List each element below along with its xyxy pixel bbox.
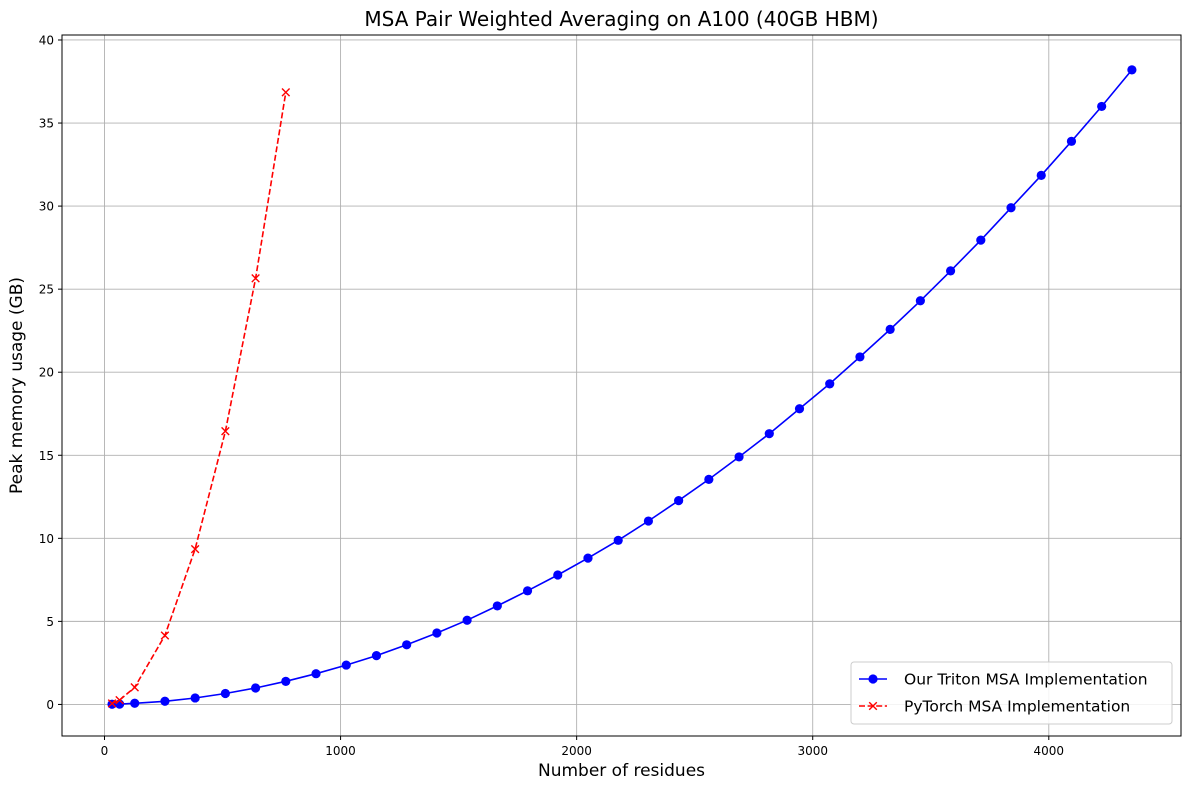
data-point-triton — [1127, 65, 1137, 75]
y-tick-label: 0 — [46, 698, 54, 712]
x-tick-label: 2000 — [561, 744, 592, 758]
data-point-triton — [402, 640, 412, 650]
series-layer — [107, 65, 1137, 709]
data-point-triton — [976, 235, 986, 245]
data-point-pytorch — [221, 426, 230, 436]
axis-ticks: 0 1000 2000 3000 4000 0 5 10 15 20 25 30 35 40 — [39, 33, 1064, 758]
data-point-triton — [130, 698, 140, 708]
chart-title: MSA Pair Weighted Averaging on A100 (40G… — [364, 7, 878, 31]
legend: Our Triton MSA Implementation PyTorch MS… — [850, 661, 1173, 725]
grid — [62, 35, 1181, 736]
data-point-pytorch — [130, 683, 140, 692]
data-point-triton — [643, 516, 654, 526]
data-point-triton — [281, 676, 291, 686]
data-point-pytorch — [107, 699, 117, 708]
x-tick-label: 3000 — [797, 744, 828, 758]
data-point-triton — [583, 553, 593, 563]
y-tick-label: 30 — [39, 200, 54, 214]
data-point-triton — [855, 352, 865, 362]
data-point-pytorch — [160, 631, 170, 640]
data-point-triton — [462, 615, 472, 625]
legend-marker-pytorch — [868, 701, 878, 711]
data-point-triton — [1097, 101, 1107, 112]
y-tick-label: 10 — [39, 532, 54, 546]
data-point-triton — [311, 669, 321, 679]
data-point-triton — [1006, 203, 1016, 213]
data-point-pytorch — [190, 544, 200, 554]
data-point-triton — [553, 570, 563, 580]
data-point-triton — [190, 693, 200, 703]
data-point-pytorch — [115, 695, 124, 705]
legend-marker-triton — [868, 674, 878, 684]
data-point-pytorch — [251, 274, 260, 283]
legend-item-pytorch: PyTorch MSA Implementation — [859, 698, 1130, 716]
data-point-triton — [160, 696, 170, 706]
data-point-triton — [704, 474, 714, 484]
y-tick-label: 25 — [39, 283, 54, 297]
data-point-triton — [825, 379, 835, 389]
data-point-triton — [945, 266, 956, 276]
data-point-triton — [794, 404, 805, 414]
x-tick-label: 1000 — [325, 744, 356, 758]
data-point-triton — [1036, 170, 1046, 180]
y-axis-title: Peak memory usage (GB) — [7, 277, 27, 494]
data-point-triton — [674, 496, 684, 506]
data-point-triton — [764, 429, 774, 439]
data-point-triton — [1066, 136, 1077, 146]
x-tick-label: 0 — [101, 744, 109, 758]
data-point-triton — [250, 683, 261, 693]
y-tick-label: 35 — [39, 117, 54, 131]
data-point-pytorch — [281, 88, 291, 97]
data-point-triton — [885, 324, 895, 334]
data-point-triton — [613, 535, 623, 545]
data-point-triton — [492, 601, 502, 611]
y-tick-label: 20 — [39, 366, 54, 380]
series-line-pytorch — [111, 92, 287, 705]
y-tick-label: 15 — [39, 449, 54, 463]
data-point-triton — [915, 296, 925, 306]
data-point-triton — [371, 651, 382, 661]
data-point-triton — [341, 660, 351, 670]
legend-box — [850, 661, 1173, 725]
data-point-triton — [734, 452, 744, 462]
data-point-triton — [220, 688, 230, 699]
x-axis-title: Number of residues — [538, 761, 705, 781]
series-line-triton — [111, 69, 1133, 706]
legend-item-triton: Our Triton MSA Implementation — [859, 671, 1148, 689]
y-tick-label: 5 — [46, 615, 54, 629]
data-point-triton — [432, 628, 442, 638]
y-tick-label: 40 — [39, 33, 54, 47]
legend-label-pytorch: PyTorch MSA Implementation — [904, 698, 1130, 716]
data-point-triton — [522, 586, 533, 596]
plot-frame — [61, 34, 1182, 737]
legend-label-triton: Our Triton MSA Implementation — [904, 671, 1148, 689]
x-tick-label: 4000 — [1034, 744, 1065, 758]
